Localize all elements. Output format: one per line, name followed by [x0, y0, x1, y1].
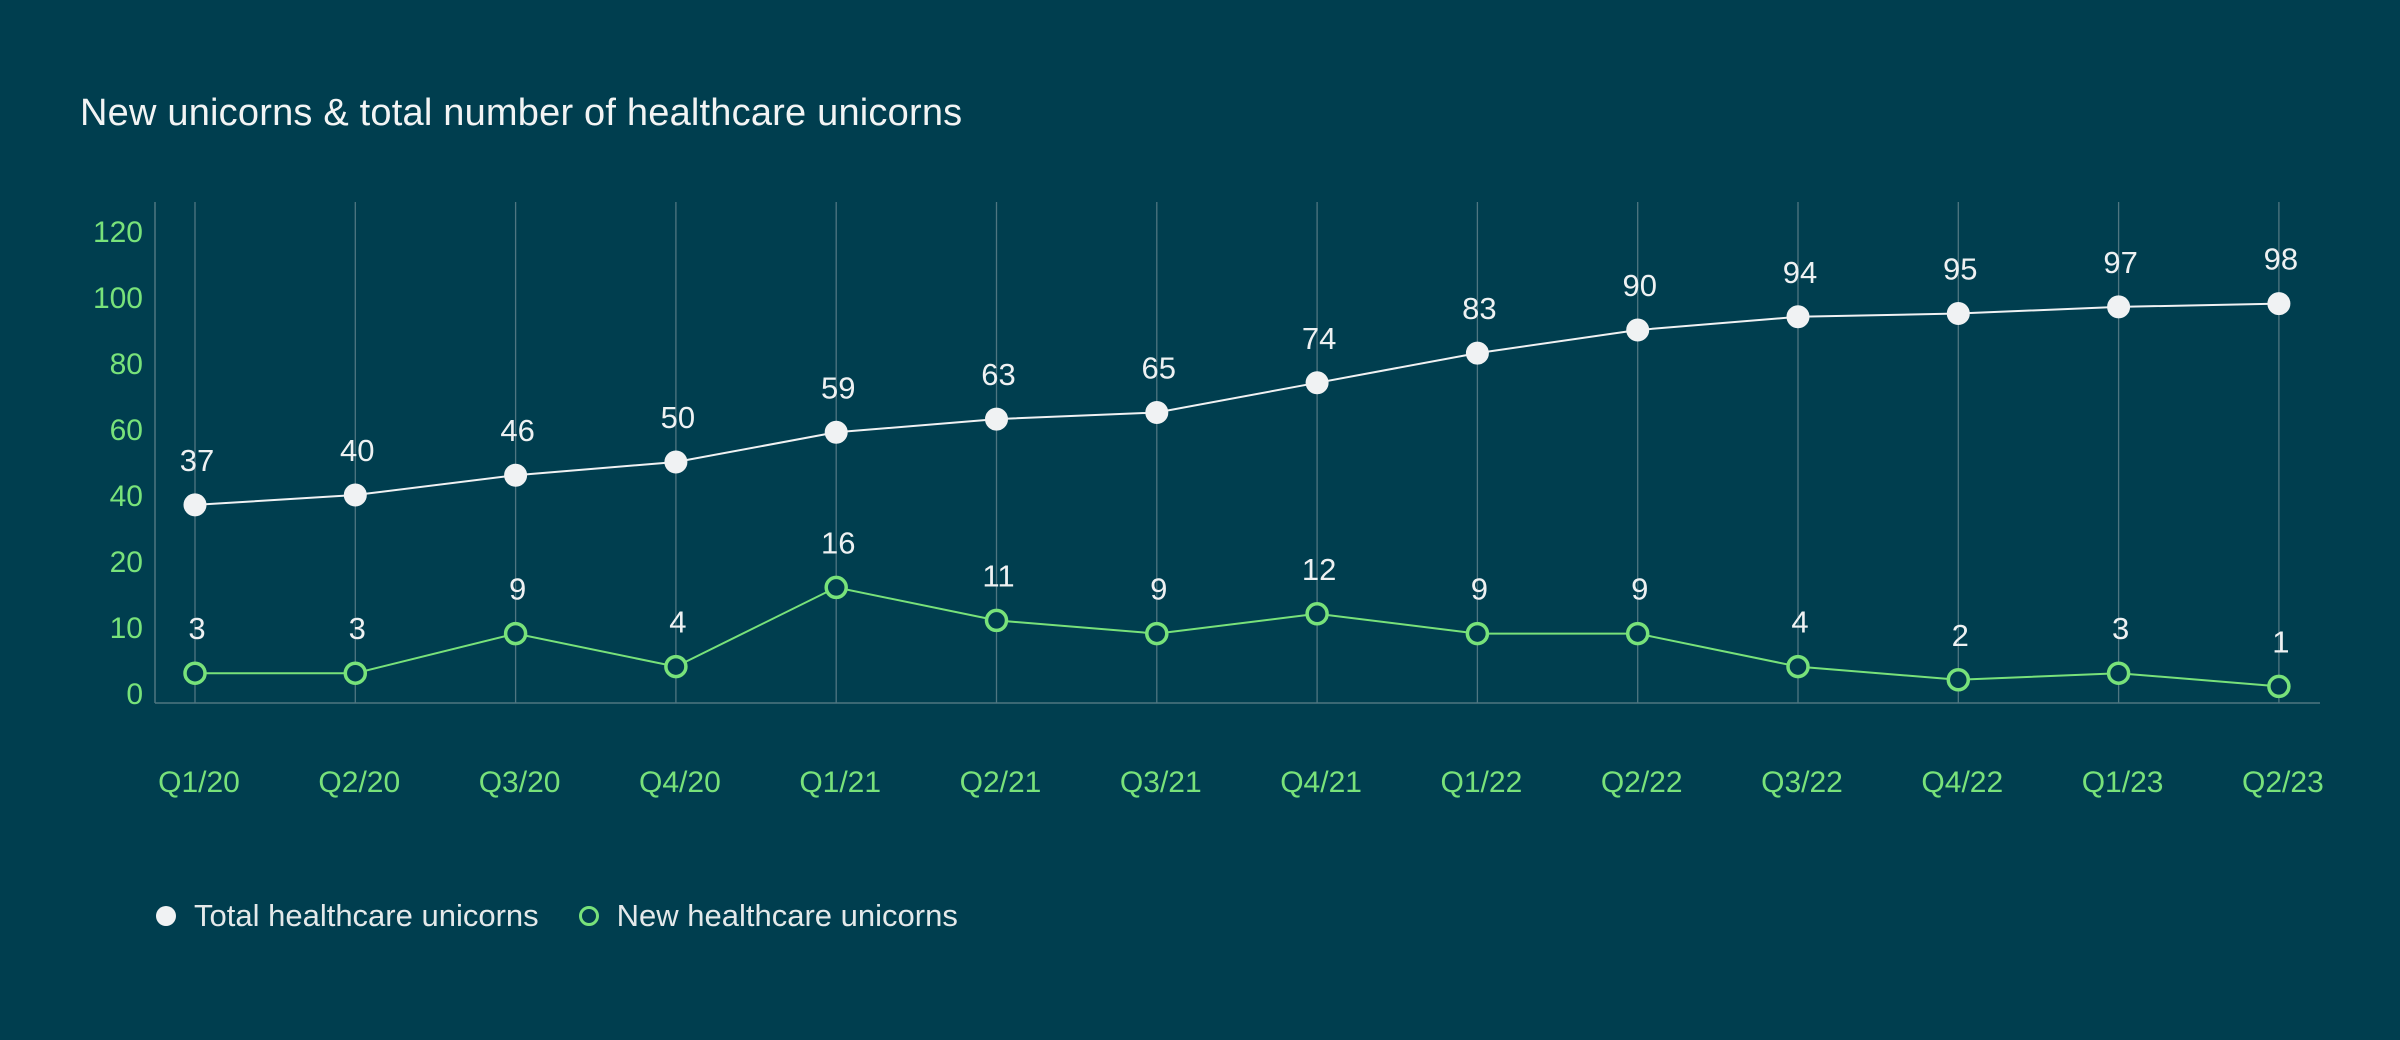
data-point-total [1786, 305, 1810, 329]
y-tick-label: 10 [110, 612, 143, 645]
data-label-new: 16 [821, 525, 855, 560]
legend-marker-total [156, 906, 176, 926]
data-label-total: 98 [2264, 242, 2298, 277]
legend-label-total: Total healthcare unicorns [194, 898, 539, 933]
data-point-total [824, 420, 848, 444]
data-point-total [1626, 318, 1650, 342]
x-tick-label: Q1/20 [158, 766, 240, 799]
data-point-total [183, 493, 207, 517]
x-tick-label: Q4/21 [1280, 766, 1362, 799]
data-label-total: 65 [1142, 351, 1176, 386]
data-label-total: 94 [1783, 255, 1817, 290]
data-point-new [1465, 621, 1490, 646]
data-label-total: 97 [2103, 245, 2137, 280]
data-point-total [1465, 341, 1489, 365]
y-tick-label: 80 [110, 348, 143, 381]
data-label-total: 59 [821, 370, 855, 405]
data-label-total: 50 [661, 400, 695, 435]
data-point-total [343, 483, 367, 507]
data-point-new [1786, 654, 1810, 679]
y-tick-label: 60 [110, 414, 143, 447]
series-line-total [194, 302, 2279, 506]
legend-label-new: New healthcare unicorns [616, 898, 958, 933]
data-label-total: 46 [500, 413, 534, 448]
x-tick-label: Q1/21 [799, 766, 881, 799]
data-label-new: 9 [509, 572, 526, 607]
data-label-total: 74 [1302, 321, 1336, 356]
data-point-new [2106, 661, 2131, 685]
data-point-new [1145, 621, 1169, 646]
x-tick-label: Q2/20 [318, 766, 400, 799]
legend-marker-new [578, 906, 599, 926]
x-tick-label: Q1/22 [1441, 766, 1523, 799]
data-label-new: 11 [982, 558, 1014, 593]
data-label-new: 12 [1302, 552, 1336, 587]
x-tick-label: Q2/22 [1601, 766, 1683, 799]
y-tick-label: 20 [110, 546, 143, 579]
data-point-total [504, 463, 528, 487]
data-point-total [1305, 371, 1329, 395]
x-tick-label: Q3/22 [1761, 766, 1843, 799]
data-point-total [1145, 401, 1169, 424]
data-label-new: 1 [2272, 624, 2289, 659]
data-point-new [2267, 674, 2291, 699]
data-label-new: 9 [1631, 572, 1648, 607]
x-tick-label: Q3/20 [479, 766, 561, 799]
x-tick-label: Q3/21 [1120, 766, 1202, 799]
data-point-new [1946, 668, 1971, 692]
data-label-new: 3 [2112, 611, 2129, 646]
data-label-new: 4 [669, 605, 686, 640]
data-label-total: 40 [340, 433, 374, 468]
data-point-new [984, 608, 1009, 633]
data-label-new: 3 [349, 611, 366, 646]
data-label-total: 90 [1622, 268, 1656, 303]
y-tick-label: 40 [110, 480, 143, 513]
data-point-new [343, 661, 368, 685]
data-point-total [2267, 292, 2291, 316]
x-tick-label: Q4/22 [1921, 766, 2003, 799]
y-tick-label: 0 [126, 678, 143, 711]
data-point-total [2107, 295, 2131, 319]
data-point-new [503, 621, 528, 646]
series-line-new [195, 586, 2279, 688]
data-label-total: 63 [981, 357, 1015, 392]
x-tick-label: Q4/20 [639, 766, 721, 799]
legend-item-new: New healthcare unicorns [578, 898, 958, 934]
data-point-total [1946, 302, 1970, 325]
chart-title: New unicorns & total number of healthcar… [80, 92, 963, 134]
legend: Total healthcare unicorns New healthcare… [156, 898, 998, 934]
x-tick-label: Q1/23 [2082, 766, 2164, 799]
data-label-total: 95 [1943, 252, 1977, 287]
data-label-new: 3 [188, 611, 205, 646]
data-point-total [985, 407, 1008, 431]
data-point-new [824, 575, 848, 600]
data-point-new [1625, 621, 1650, 646]
data-label-total: 83 [1462, 291, 1496, 326]
data-label-total: 37 [180, 443, 214, 478]
data-label-new: 9 [1471, 572, 1488, 607]
data-label-new: 9 [1150, 572, 1167, 607]
x-tick-label: Q2/23 [2242, 766, 2324, 799]
data-point-new [183, 661, 207, 685]
legend-item-total: Total healthcare unicorns [156, 898, 539, 934]
x-tick-label: Q2/21 [960, 766, 1042, 799]
data-point-total [664, 450, 688, 474]
y-tick-label: 120 [93, 216, 143, 249]
data-label-new: 2 [1952, 618, 1969, 653]
data-point-new [664, 654, 688, 679]
data-point-new [1305, 602, 1329, 626]
data-label-new: 4 [1791, 605, 1808, 640]
y-tick-label: 100 [93, 282, 143, 315]
